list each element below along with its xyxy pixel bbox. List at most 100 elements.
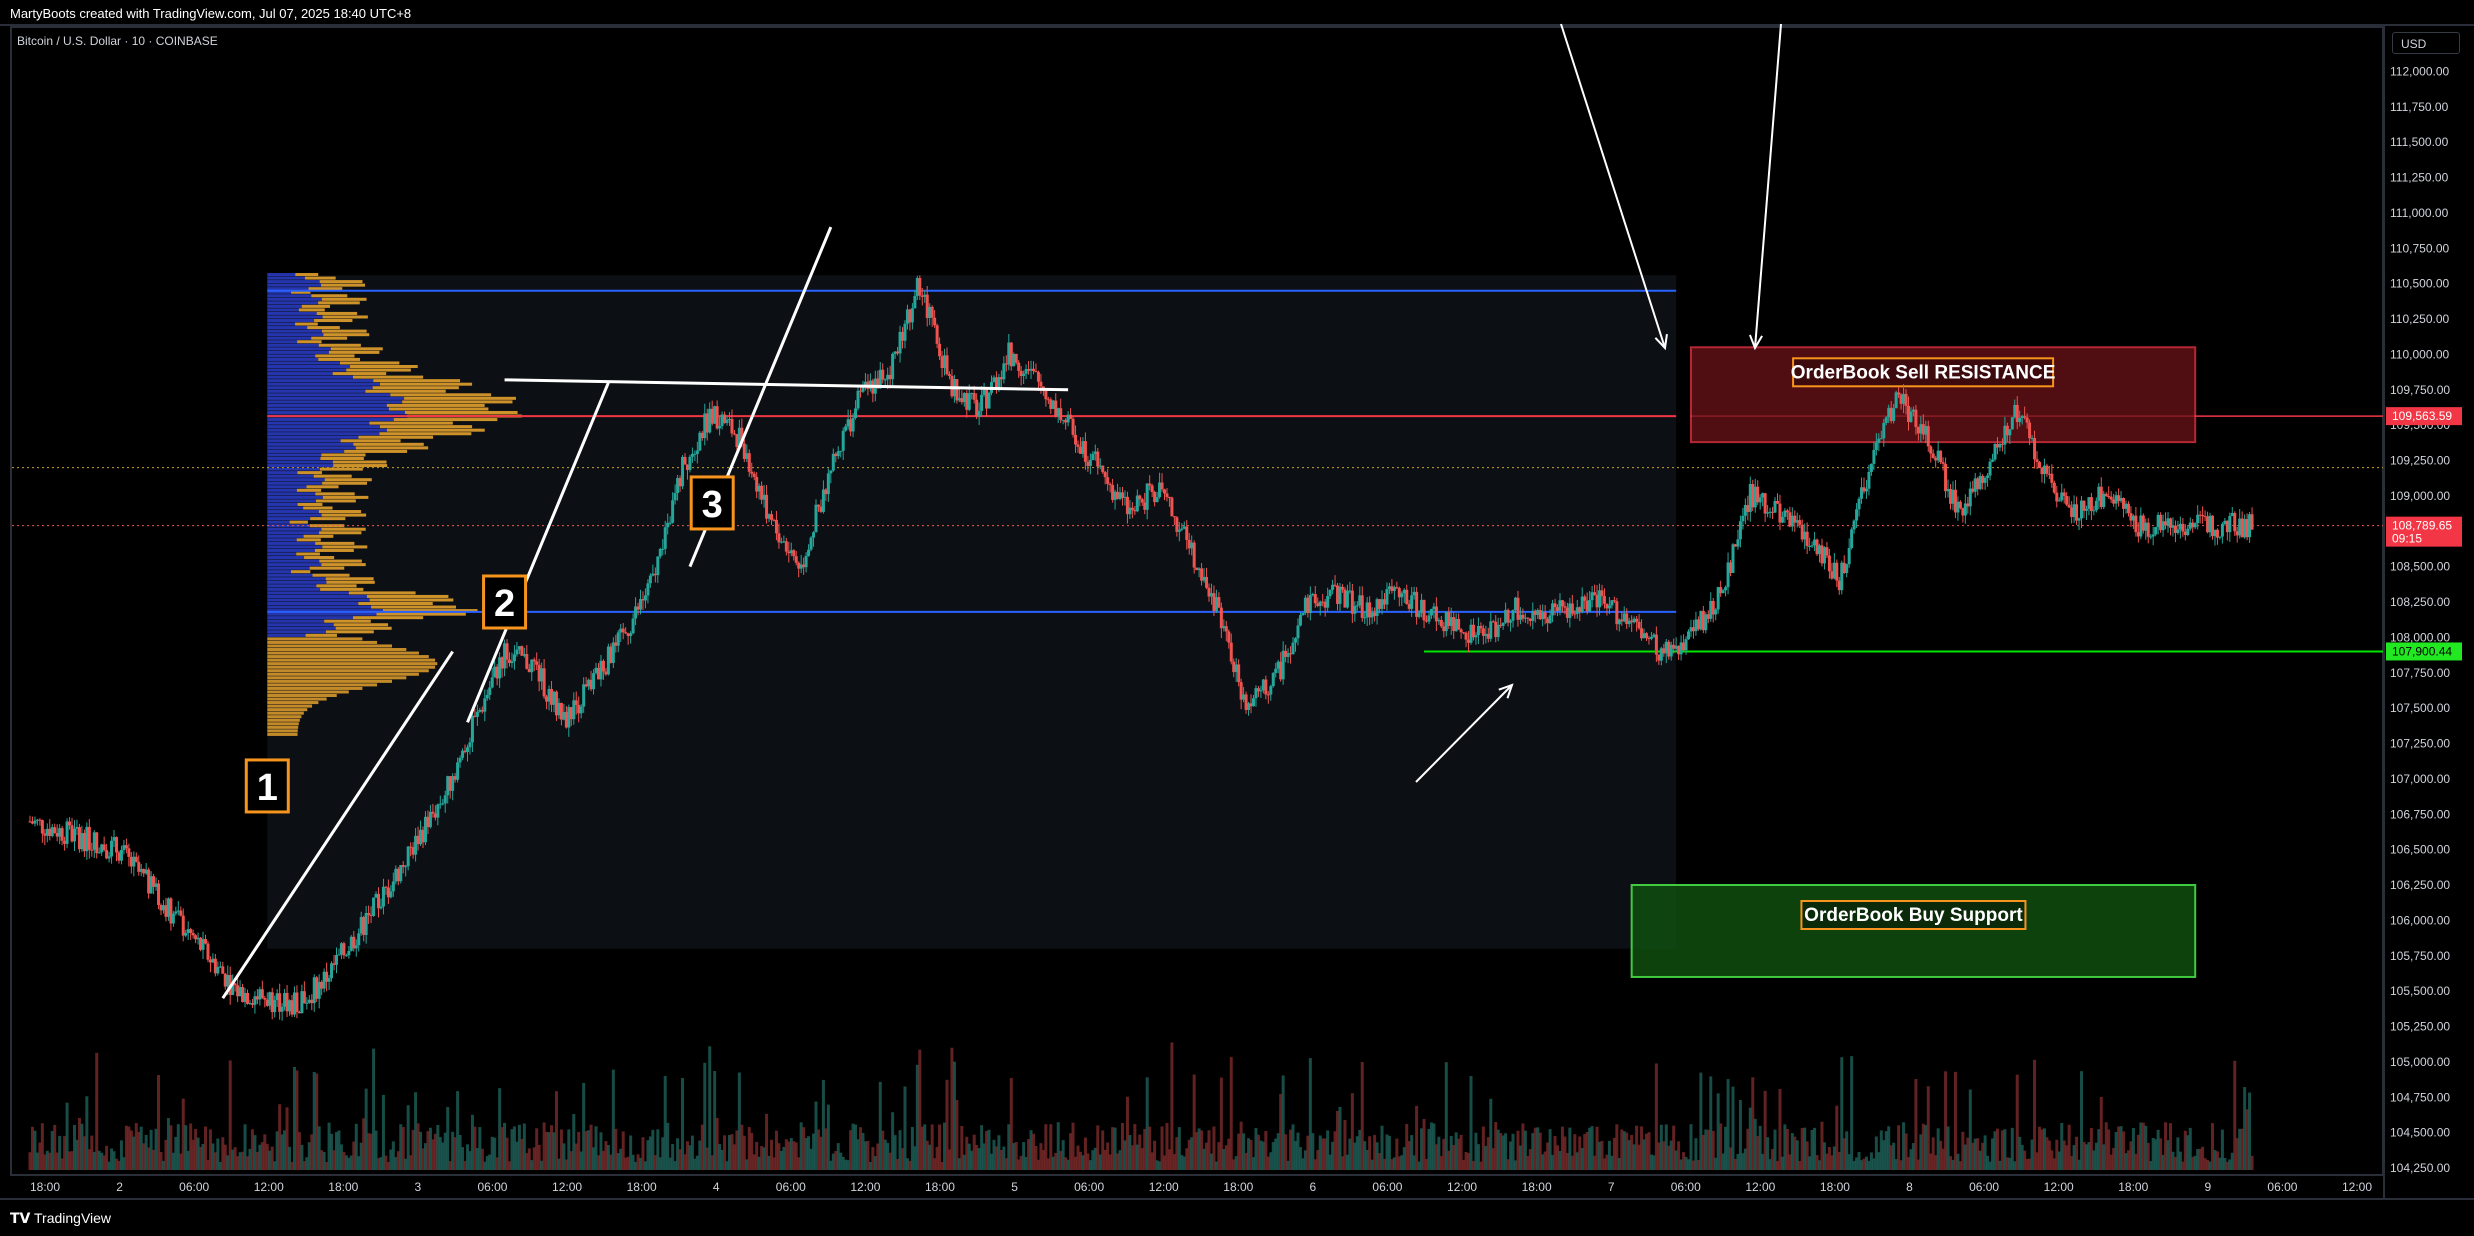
candle-body — [1314, 594, 1317, 603]
volume-profile-bar — [304, 535, 334, 538]
volume-profile-bar — [380, 383, 472, 386]
candle-body — [817, 505, 820, 507]
candle-body — [2050, 474, 2053, 483]
volume-profile-bar — [267, 722, 299, 725]
candle-body — [1608, 605, 1611, 608]
candle-body — [1395, 587, 1398, 588]
candle-body — [988, 393, 991, 409]
volume-profile-bar — [358, 436, 433, 439]
volume-bar — [1415, 1106, 1418, 1170]
candle-body — [2038, 462, 2041, 468]
candle-body — [2251, 514, 2254, 529]
volume-profile-bar — [267, 719, 300, 722]
volume-profile-bar — [267, 581, 326, 584]
volume-profile-bar — [267, 666, 435, 669]
volume-profile-bar — [319, 510, 361, 513]
candle-body — [842, 431, 845, 451]
x-tick-label: 5 — [1011, 1180, 1018, 1194]
volume-profile-bar — [267, 535, 303, 538]
candle-body — [157, 883, 160, 905]
volume-profile-bar — [267, 404, 387, 407]
candle-body — [2055, 493, 2058, 502]
candle-body — [575, 700, 578, 705]
candle-body — [295, 992, 298, 1011]
candle-body — [103, 844, 106, 850]
volume-profile-bar — [267, 613, 376, 616]
candle-body — [1292, 643, 1295, 655]
candle-body — [639, 599, 642, 610]
y-tick-label: 109,250.00 — [2390, 454, 2450, 468]
y-tick-label: 107,750.00 — [2390, 666, 2450, 680]
volume-profile-bar — [306, 485, 338, 488]
volume-profile-bar — [267, 637, 362, 640]
candle-body — [1299, 615, 1302, 625]
candle-body — [770, 514, 773, 520]
candle-body — [688, 457, 691, 470]
candle-body — [379, 906, 382, 908]
volume-profile-bar — [267, 570, 291, 573]
candle-body — [1942, 462, 1945, 464]
candle-body — [342, 943, 345, 955]
candle-body — [1561, 600, 1564, 606]
volume-profile-bar — [267, 337, 311, 340]
candle-body — [90, 850, 93, 851]
annotation-label: 2 — [494, 583, 515, 625]
candle-body — [903, 324, 906, 341]
currency-selector[interactable]: USD — [2392, 32, 2460, 54]
volume-profile-bar — [298, 503, 323, 506]
candle-body — [41, 820, 44, 833]
candle-body — [429, 812, 432, 827]
candle-body — [1509, 621, 1512, 623]
support-price-badge: 107,900.44 — [2392, 644, 2452, 658]
volume-profile-bar — [267, 365, 350, 368]
candle-body — [1645, 633, 1648, 638]
volume-profile-bar — [267, 694, 336, 697]
candle-body — [1015, 354, 1018, 363]
volume-profile-bar — [267, 620, 324, 623]
candle-body — [476, 712, 479, 717]
volume-profile-bar — [319, 344, 361, 347]
volume-profile-bar — [267, 598, 369, 601]
y-tick-label: 110,000.00 — [2390, 347, 2449, 361]
y-tick-label: 105,250.00 — [2390, 1020, 2450, 1034]
candle-body — [955, 379, 958, 400]
volume-bar — [1230, 1057, 1233, 1170]
candle-body — [1017, 363, 1020, 371]
candle-body — [1897, 392, 1900, 394]
brand-name: TradingView — [34, 1210, 111, 1226]
volume-profile-bar — [389, 407, 489, 410]
x-tick-label: 12:00 — [1447, 1180, 1477, 1194]
candle-body — [1022, 374, 1025, 376]
volume-profile-bar — [267, 397, 404, 400]
candle-body — [1037, 372, 1040, 382]
candle-body — [468, 742, 471, 747]
candle-body — [444, 795, 447, 803]
candle-body — [1193, 543, 1196, 568]
candle-body — [1502, 623, 1505, 626]
candle-body — [281, 1007, 284, 1012]
volume-profile-bar — [326, 577, 374, 580]
volume-profile-bar — [267, 733, 297, 736]
candle-body — [1655, 635, 1658, 655]
y-tick-label: 111,500.00 — [2390, 135, 2449, 149]
volume-profile-bar — [267, 690, 349, 693]
candle-body — [2105, 494, 2108, 496]
volume-profile-bar — [267, 514, 321, 517]
volume-profile-bar — [373, 379, 460, 382]
candle-body — [1131, 508, 1134, 510]
candle-body — [792, 550, 795, 556]
volume-profile-bar — [267, 652, 419, 655]
candle-body — [407, 847, 410, 867]
volume-profile-bar — [367, 595, 449, 598]
candle-body — [1294, 638, 1297, 642]
y-tick-label: 104,750.00 — [2390, 1090, 2450, 1104]
volume-profile-bar — [333, 461, 387, 464]
x-tick-label: 12:00 — [1745, 1180, 1775, 1194]
candle-body — [1571, 603, 1574, 613]
candle-body — [1141, 499, 1144, 502]
candle-body — [404, 866, 407, 867]
candle-body — [2110, 497, 2113, 500]
volume-profile-bar — [267, 492, 315, 495]
candle-body — [1341, 587, 1344, 590]
